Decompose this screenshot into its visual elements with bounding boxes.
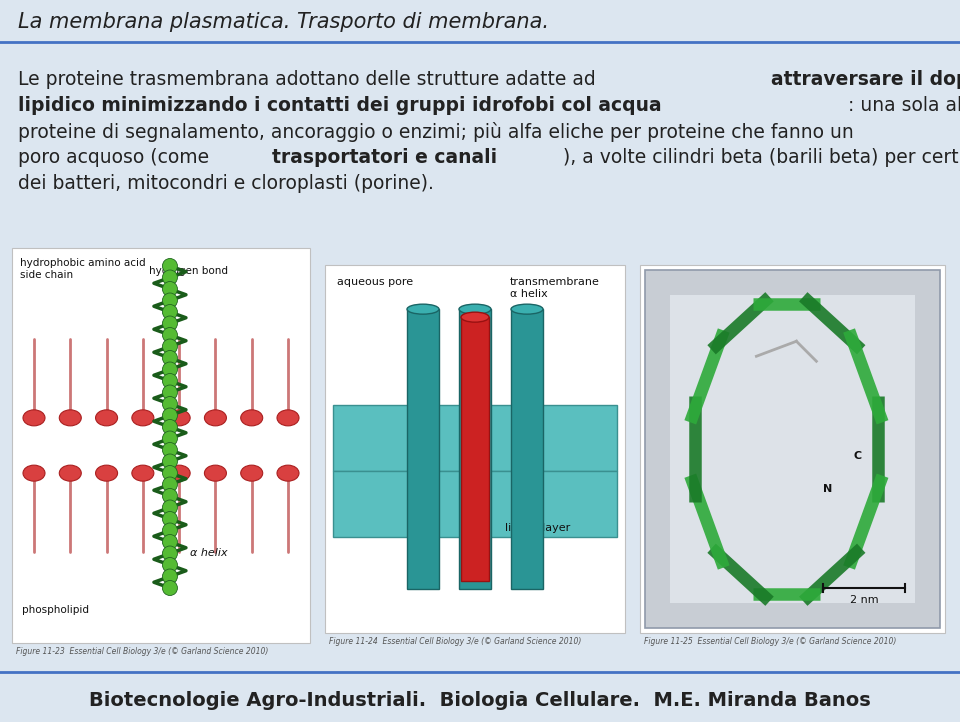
Text: 2 nm: 2 nm xyxy=(850,595,878,605)
Ellipse shape xyxy=(96,410,117,426)
Text: phospholipid: phospholipid xyxy=(22,605,89,615)
Ellipse shape xyxy=(459,304,491,314)
Bar xyxy=(640,265,945,633)
Circle shape xyxy=(162,282,178,297)
Text: dei batteri, mitocondri e cloroplasti (porine).: dei batteri, mitocondri e cloroplasti (p… xyxy=(18,174,434,193)
Ellipse shape xyxy=(96,465,117,481)
Circle shape xyxy=(162,396,178,412)
Circle shape xyxy=(162,419,178,435)
Bar xyxy=(333,471,617,537)
Circle shape xyxy=(162,454,178,469)
Circle shape xyxy=(162,385,178,400)
Bar xyxy=(645,270,940,628)
Ellipse shape xyxy=(204,465,227,481)
Ellipse shape xyxy=(168,465,190,481)
Text: Figure 11-23  Essential Cell Biology 3/e (© Garland Science 2010): Figure 11-23 Essential Cell Biology 3/e … xyxy=(16,647,269,656)
Ellipse shape xyxy=(277,465,299,481)
Text: Biotecnologie Agro-Industriali.  Biologia Cellulare.  M.E. Miranda Banos: Biotecnologie Agro-Industriali. Biologia… xyxy=(89,690,871,710)
Text: Figure 11-24  Essential Cell Biology 3/e (© Garland Science 2010): Figure 11-24 Essential Cell Biology 3/e … xyxy=(329,637,582,646)
Circle shape xyxy=(162,511,178,526)
Circle shape xyxy=(162,500,178,515)
Ellipse shape xyxy=(461,312,489,322)
Ellipse shape xyxy=(23,410,45,426)
Ellipse shape xyxy=(60,410,82,426)
Bar xyxy=(461,317,489,580)
Ellipse shape xyxy=(132,410,154,426)
Bar xyxy=(407,309,439,589)
Ellipse shape xyxy=(277,410,299,426)
Circle shape xyxy=(162,293,178,308)
Ellipse shape xyxy=(23,465,45,481)
Circle shape xyxy=(162,305,178,320)
Circle shape xyxy=(162,477,178,492)
Circle shape xyxy=(162,466,178,481)
Ellipse shape xyxy=(241,410,263,426)
Text: : una sola alfa elica per tante: : una sola alfa elica per tante xyxy=(849,96,960,115)
Text: attraversare il doppio strato: attraversare il doppio strato xyxy=(771,70,960,89)
Bar xyxy=(459,309,491,589)
Ellipse shape xyxy=(511,304,543,314)
Ellipse shape xyxy=(204,410,227,426)
Text: poro acquoso (come: poro acquoso (come xyxy=(18,148,215,167)
Circle shape xyxy=(162,362,178,377)
Circle shape xyxy=(162,350,178,365)
Text: Le proteine trasmembrana adottano delle strutture adatte ad: Le proteine trasmembrana adottano delle … xyxy=(18,70,602,89)
Circle shape xyxy=(162,569,178,584)
Ellipse shape xyxy=(241,465,263,481)
Ellipse shape xyxy=(168,410,190,426)
Circle shape xyxy=(162,339,178,354)
Circle shape xyxy=(162,546,178,561)
Text: trasportatori e canali: trasportatori e canali xyxy=(273,148,497,167)
Bar xyxy=(333,405,617,471)
Circle shape xyxy=(162,534,178,549)
Text: hydrophobic amino acid
side chain: hydrophobic amino acid side chain xyxy=(20,258,146,279)
Text: N: N xyxy=(823,484,832,495)
Circle shape xyxy=(162,523,178,538)
Text: C: C xyxy=(853,451,862,461)
Ellipse shape xyxy=(132,465,154,481)
Bar xyxy=(670,295,915,603)
Ellipse shape xyxy=(407,304,439,314)
Circle shape xyxy=(162,408,178,423)
Text: α helix: α helix xyxy=(190,548,228,558)
Circle shape xyxy=(162,316,178,331)
Bar xyxy=(12,248,310,643)
Circle shape xyxy=(162,258,178,274)
Text: Figure 11-25  Essential Cell Biology 3/e (© Garland Science 2010): Figure 11-25 Essential Cell Biology 3/e … xyxy=(644,637,897,646)
Bar xyxy=(325,265,625,633)
Text: hydrogen bond: hydrogen bond xyxy=(149,266,228,276)
Text: proteine di segnalamento, ancoraggio o enzimi; più alfa eliche per proteine che : proteine di segnalamento, ancoraggio o e… xyxy=(18,122,853,142)
Circle shape xyxy=(162,557,178,573)
Circle shape xyxy=(162,580,178,596)
Text: La membrana plasmatica. Trasporto di membrana.: La membrana plasmatica. Trasporto di mem… xyxy=(18,12,549,32)
Text: ), a volte cilindri beta (barili beta) per certi pori: ), a volte cilindri beta (barili beta) p… xyxy=(563,148,960,167)
Text: transmembrane
α helix: transmembrane α helix xyxy=(510,277,600,299)
Text: aqueous pore: aqueous pore xyxy=(337,277,413,287)
Circle shape xyxy=(162,270,178,285)
Text: lipid bilayer: lipid bilayer xyxy=(505,523,570,533)
Circle shape xyxy=(162,328,178,342)
Circle shape xyxy=(162,443,178,458)
Circle shape xyxy=(162,489,178,503)
Circle shape xyxy=(162,373,178,388)
Bar xyxy=(511,309,543,589)
Circle shape xyxy=(162,431,178,446)
Ellipse shape xyxy=(60,465,82,481)
Text: lipidico minimizzando i contatti dei gruppi idrofobi col acqua: lipidico minimizzando i contatti dei gru… xyxy=(18,96,661,115)
